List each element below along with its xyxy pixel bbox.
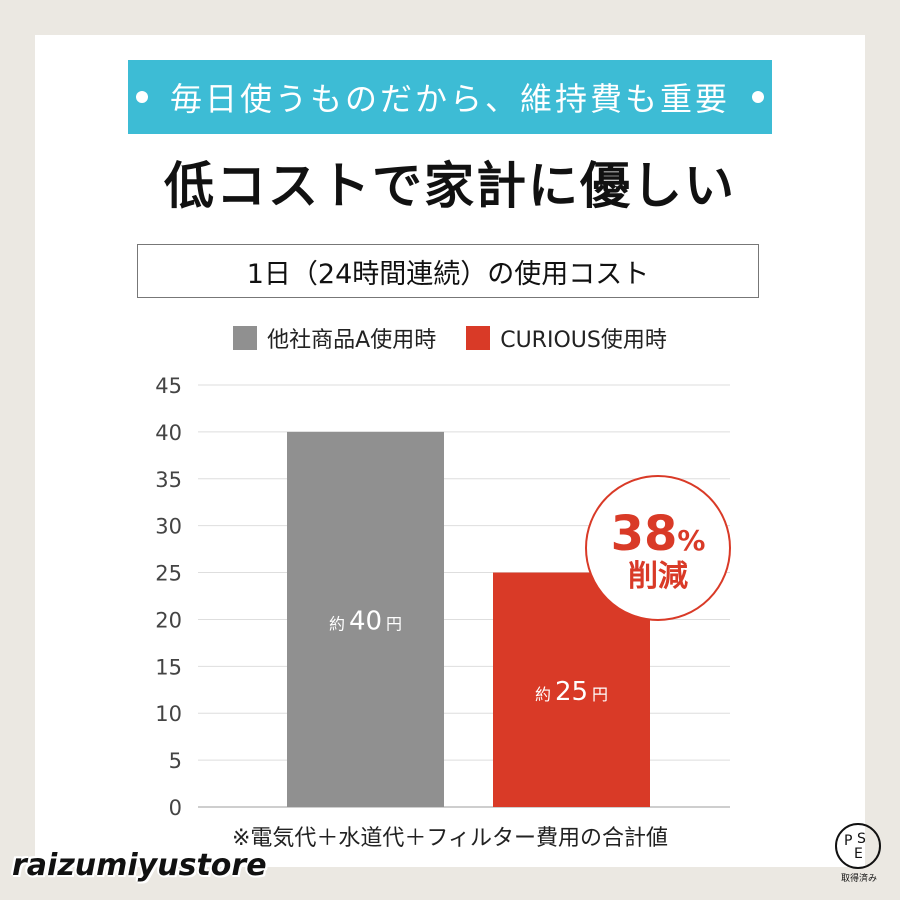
bar-data-label-part: 約 [329, 614, 345, 633]
bar-data-label: 約 40 円 [329, 606, 402, 636]
pse-letter-p: P [844, 833, 853, 849]
chart-legend: 他社商品A使用時 CURIOUS使用時 [0, 322, 900, 354]
chart-subtitle-text: 1日（24時間連続）の使用コスト [246, 258, 650, 290]
legend-swatch-other [233, 326, 258, 350]
legend-label-curious: CURIOUS使用時 [500, 328, 667, 353]
pse-letter-s: S [857, 831, 866, 847]
ribbon-text: 毎日使うものだから、維持費も重要 [169, 80, 730, 118]
bar-data-label: 約 25 円 [535, 677, 608, 707]
page-title: 低コストで家計に優しい [164, 156, 736, 215]
y-tick-label: 5 [169, 749, 182, 773]
y-tick-label: 35 [155, 468, 182, 492]
reduction-percent-value: 38 [611, 506, 678, 562]
pse-letter-e: E [854, 846, 863, 862]
reduction-text: 削減 [628, 559, 688, 594]
bar-data-label-part: 40 [349, 606, 382, 636]
y-tick-label: 20 [155, 608, 182, 632]
ribbon-dot-left [136, 91, 148, 103]
y-tick-label: 40 [155, 421, 182, 445]
legend-label-other: 他社商品A使用時 [267, 328, 437, 353]
reduction-badge [585, 475, 731, 621]
footnote: ※電気代＋水道代＋フィルター費用の合計値 [232, 826, 668, 851]
pse-logo: P S E [835, 823, 881, 869]
ribbon-dot-right [752, 91, 764, 103]
bar-data-label-part: 円 [592, 685, 608, 704]
y-tick-label: 10 [155, 702, 182, 726]
y-tick-label: 45 [155, 374, 182, 398]
bar-data-label-part: 円 [386, 614, 402, 633]
reduction-percent-sign: % [677, 524, 705, 557]
y-tick-label: 0 [169, 796, 182, 820]
legend-item-other: 他社商品A使用時 [233, 322, 436, 354]
reduction-percent: 38% [611, 506, 706, 562]
legend-item-curious: CURIOUS使用時 [466, 322, 667, 354]
store-watermark: raizumiyustore [12, 848, 267, 883]
chart-subtitle: 1日（24時間連続）の使用コスト [137, 244, 759, 298]
y-tick-label: 25 [155, 562, 182, 586]
bar-data-label-part: 25 [555, 677, 588, 707]
bar-data-label-part: 約 [535, 685, 551, 704]
y-tick-label: 15 [155, 655, 182, 679]
y-tick-label: 30 [155, 515, 182, 539]
content-card [35, 35, 865, 867]
header-ribbon: 毎日使うものだから、維持費も重要 [128, 60, 772, 134]
pse-mark: P S E 取得済み [833, 823, 885, 884]
pse-caption: 取得済み [840, 874, 877, 884]
bar [287, 431, 444, 807]
legend-swatch-curious [466, 326, 491, 350]
